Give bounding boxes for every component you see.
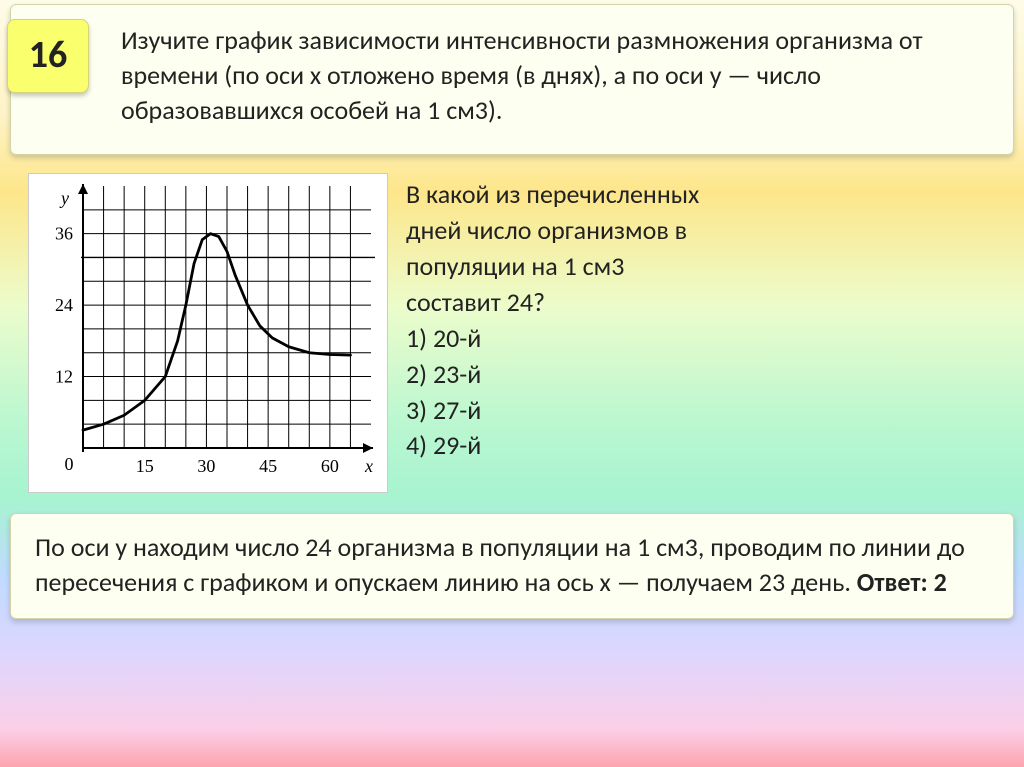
prompt-line: популяции на 1 см3 — [406, 249, 699, 285]
question-prompt: В какой из перечисленных дней число орга… — [406, 173, 699, 493]
svg-text:0: 0 — [65, 454, 74, 474]
prompt-line: дней число организмов в — [406, 213, 699, 249]
middle-row: 12 24 36 15 30 45 60 0 y x В какой из перечисленн… — [10, 169, 1014, 493]
question-text: Изучите график зависимости интенсивности… — [121, 24, 923, 126]
answer-explanation: По оси у находим число 24 организма в по… — [35, 531, 965, 598]
answer-box: По оси у находим число 24 организма в по… — [10, 513, 1014, 619]
option: 2) 23-й — [406, 357, 699, 393]
svg-text:24: 24 — [55, 295, 73, 315]
prompt-line: В какой из перечисленных — [406, 177, 699, 213]
svg-text:30: 30 — [197, 456, 215, 476]
answer-value: Ответ: 2 — [857, 566, 947, 598]
svg-text:60: 60 — [321, 456, 339, 476]
svg-text:x: x — [364, 456, 373, 476]
question-header-box: 16 Изучите график зависимости интенсивно… — [10, 4, 1014, 155]
question-number-badge: 16 — [7, 19, 89, 93]
option: 3) 27-й — [406, 393, 699, 429]
option: 1) 20-й — [406, 321, 699, 357]
chart-svg: 12 24 36 15 30 45 60 0 y x — [37, 180, 383, 486]
prompt-line: составит 24? — [406, 285, 699, 321]
svg-text:36: 36 — [55, 224, 73, 244]
svg-text:12: 12 — [55, 367, 73, 387]
option: 4) 29-й — [406, 428, 699, 464]
svg-text:45: 45 — [259, 456, 277, 476]
svg-text:15: 15 — [136, 456, 154, 476]
chart-container: 12 24 36 15 30 45 60 0 y x — [28, 173, 388, 493]
svg-text:y: y — [59, 188, 69, 208]
